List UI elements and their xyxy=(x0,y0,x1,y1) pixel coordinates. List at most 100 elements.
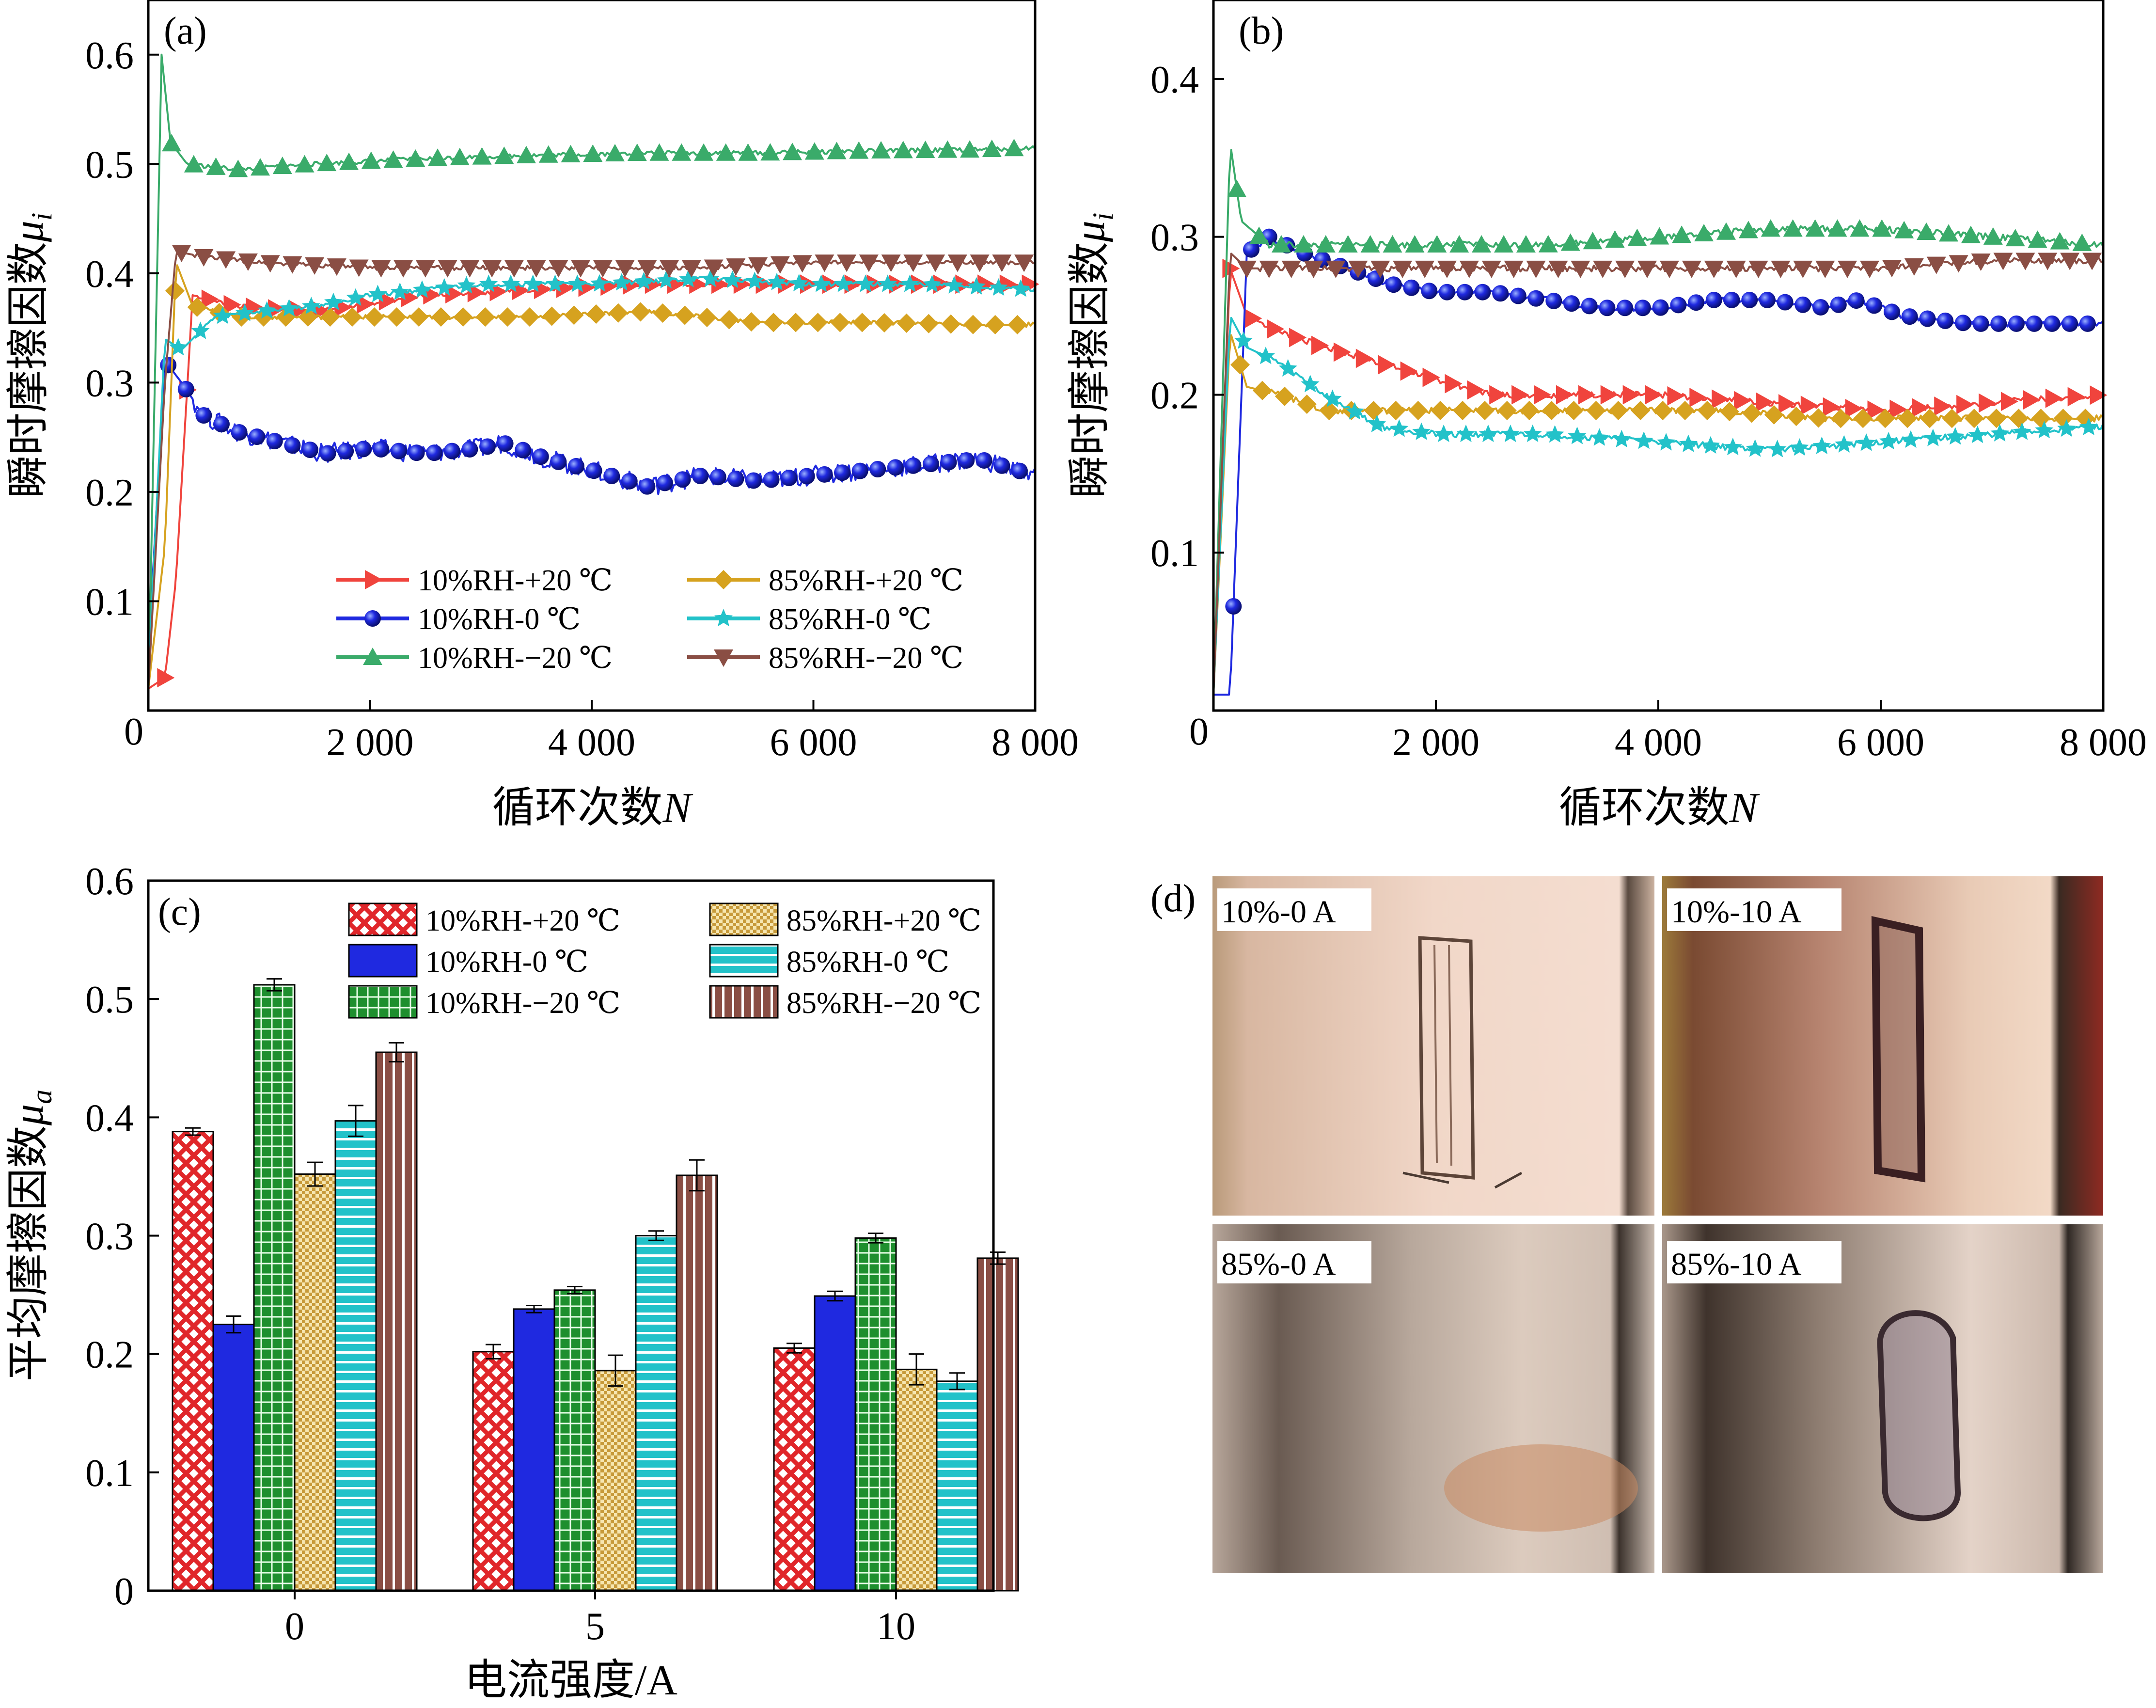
bar-3-0 xyxy=(294,1173,336,1592)
point-panel-a-1 xyxy=(603,467,620,484)
point-panel-b-5 xyxy=(1860,260,1880,278)
point-panel-b-1 xyxy=(1599,300,1616,316)
point-panel-a-3 xyxy=(431,307,451,327)
point-panel-a-1 xyxy=(355,441,372,458)
point-panel-b-1 xyxy=(1527,290,1544,307)
bar-3-2 xyxy=(895,1368,938,1592)
point-panel-b-2 xyxy=(1516,235,1536,253)
point-panel-a-3 xyxy=(1007,315,1027,334)
point-panel-b-0 xyxy=(1934,396,1952,416)
point-panel-a-4 xyxy=(989,278,1008,296)
legend-marker-a-2 xyxy=(363,648,382,665)
point-panel-a-3 xyxy=(475,307,495,327)
legend-label-a-4: 85%RH-0 ℃ xyxy=(769,603,931,636)
y-tick-label-panel-b: 0.2 xyxy=(1150,374,1199,417)
point-panel-a-3 xyxy=(498,307,518,327)
point-panel-a-1 xyxy=(621,473,638,490)
point-panel-a-2 xyxy=(915,141,935,158)
point-panel-a-3 xyxy=(586,304,606,324)
legend-swatch-c-1 xyxy=(348,944,418,978)
point-panel-b-4 xyxy=(2035,421,2054,439)
point-panel-b-1 xyxy=(1225,598,1242,615)
point-panel-a-3 xyxy=(342,307,362,327)
point-panel-a-4 xyxy=(634,272,653,290)
point-panel-b-2 xyxy=(1271,235,1291,253)
point-panel-a-4 xyxy=(346,288,365,306)
point-panel-a-4 xyxy=(1011,279,1030,297)
point-panel-a-4 xyxy=(768,272,786,290)
point-panel-a-3 xyxy=(741,312,761,332)
point-panel-b-4 xyxy=(1812,436,1831,454)
y-tick-label-c: 0.4 xyxy=(85,1097,134,1139)
photo-label-10-0A: 10%-0 A xyxy=(1221,894,1336,930)
point-panel-b-2 xyxy=(2005,229,2025,247)
point-panel-b-0 xyxy=(1534,385,1552,405)
point-panel-b-1 xyxy=(1919,310,1936,327)
point-panel-a-3 xyxy=(298,307,318,327)
series-panel-b-0 xyxy=(1212,258,2108,695)
point-panel-b-2 xyxy=(1672,225,1692,243)
point-panel-a-4 xyxy=(257,301,276,319)
point-panel-b-2 xyxy=(1583,232,1603,250)
point-panel-b-5 xyxy=(1904,258,1924,276)
point-panel-b-4 xyxy=(2079,417,2098,435)
point-panel-a-4 xyxy=(502,274,520,292)
point-panel-b-2 xyxy=(1449,235,1469,253)
point-panel-a-2 xyxy=(206,157,226,175)
point-panel-b-4 xyxy=(1523,424,1542,443)
point-panel-a-5 xyxy=(615,260,635,278)
point-panel-b-3 xyxy=(1631,401,1651,421)
y-tick-label-panel-a: 0.4 xyxy=(85,253,134,296)
point-panel-a-2 xyxy=(251,158,270,176)
error-bar-1-0 xyxy=(226,1315,241,1334)
point-panel-b-3 xyxy=(2031,409,2051,428)
point-panel-b-0 xyxy=(1867,400,1885,420)
error-bar-0-0 xyxy=(185,1127,201,1136)
point-panel-b-4 xyxy=(1990,424,2009,442)
point-panel-b-5 xyxy=(1704,260,1724,278)
point-panel-a-1 xyxy=(213,416,230,433)
y-axis-a: 0.1 0.2 0.3 0.4 0.5 0.6 xyxy=(85,34,159,623)
legend-label-a-5: 85%RH-−20 ℃ xyxy=(769,642,963,675)
point-panel-a-1 xyxy=(816,466,833,483)
point-panel-b-2 xyxy=(1938,224,1958,242)
point-panel-b-0 xyxy=(1556,385,1574,405)
point-panel-a-5 xyxy=(660,260,679,278)
photo-85-10A: 85%-10 A xyxy=(1662,1224,2103,1573)
y-tick-label-c: 0.5 xyxy=(85,979,134,1021)
point-panel-b-3 xyxy=(1809,408,1828,428)
point-panel-b-3 xyxy=(1697,401,1717,421)
legend-swatch-c-5 xyxy=(709,985,779,1019)
point-panel-b-3 xyxy=(1920,409,1939,428)
series-panel-a-5 xyxy=(147,244,1036,689)
point-panel-b-5 xyxy=(1926,256,1946,274)
point-panel-b-5 xyxy=(1615,260,1635,278)
error-bar-2-0 xyxy=(267,978,282,992)
legend-a: 10%RH-+20 ℃ 10%RH-0 ℃ 10%RH-−20 ℃ 85%RH-+20… xyxy=(336,564,963,675)
point-panel-a-5 xyxy=(859,254,879,272)
point-panel-a-1 xyxy=(692,467,709,484)
y-tick-label-panel-a: 0.6 xyxy=(85,34,134,77)
point-panel-a-1 xyxy=(390,443,407,459)
point-panel-b-3 xyxy=(1964,409,1984,428)
point-panel-b-0 xyxy=(1912,398,1930,418)
point-panel-b-5 xyxy=(1326,260,1346,278)
point-panel-a-0 xyxy=(955,274,973,294)
point-panel-a-1 xyxy=(550,453,567,470)
point-panel-b-4 xyxy=(1368,414,1386,432)
point-panel-a-5 xyxy=(704,259,724,277)
point-panel-a-4 xyxy=(391,282,409,300)
point-panel-b-3 xyxy=(1608,401,1628,421)
point-panel-a-2 xyxy=(783,142,803,160)
point-panel-a-1 xyxy=(851,462,868,479)
x-tick-label-panel-a: 6 000 xyxy=(770,721,857,764)
point-panel-a-5 xyxy=(371,260,391,278)
point-panel-b-3 xyxy=(1719,402,1739,422)
point-panel-a-1 xyxy=(373,441,390,458)
point-panel-a-4 xyxy=(546,274,565,292)
legend-swatch-c-4 xyxy=(709,944,779,978)
error-bar-2-1 xyxy=(567,1285,582,1295)
point-panel-b-4 xyxy=(1723,438,1742,456)
point-panel-a-4 xyxy=(701,269,720,287)
y-tick-label-panel-b: 0.1 xyxy=(1150,532,1199,575)
